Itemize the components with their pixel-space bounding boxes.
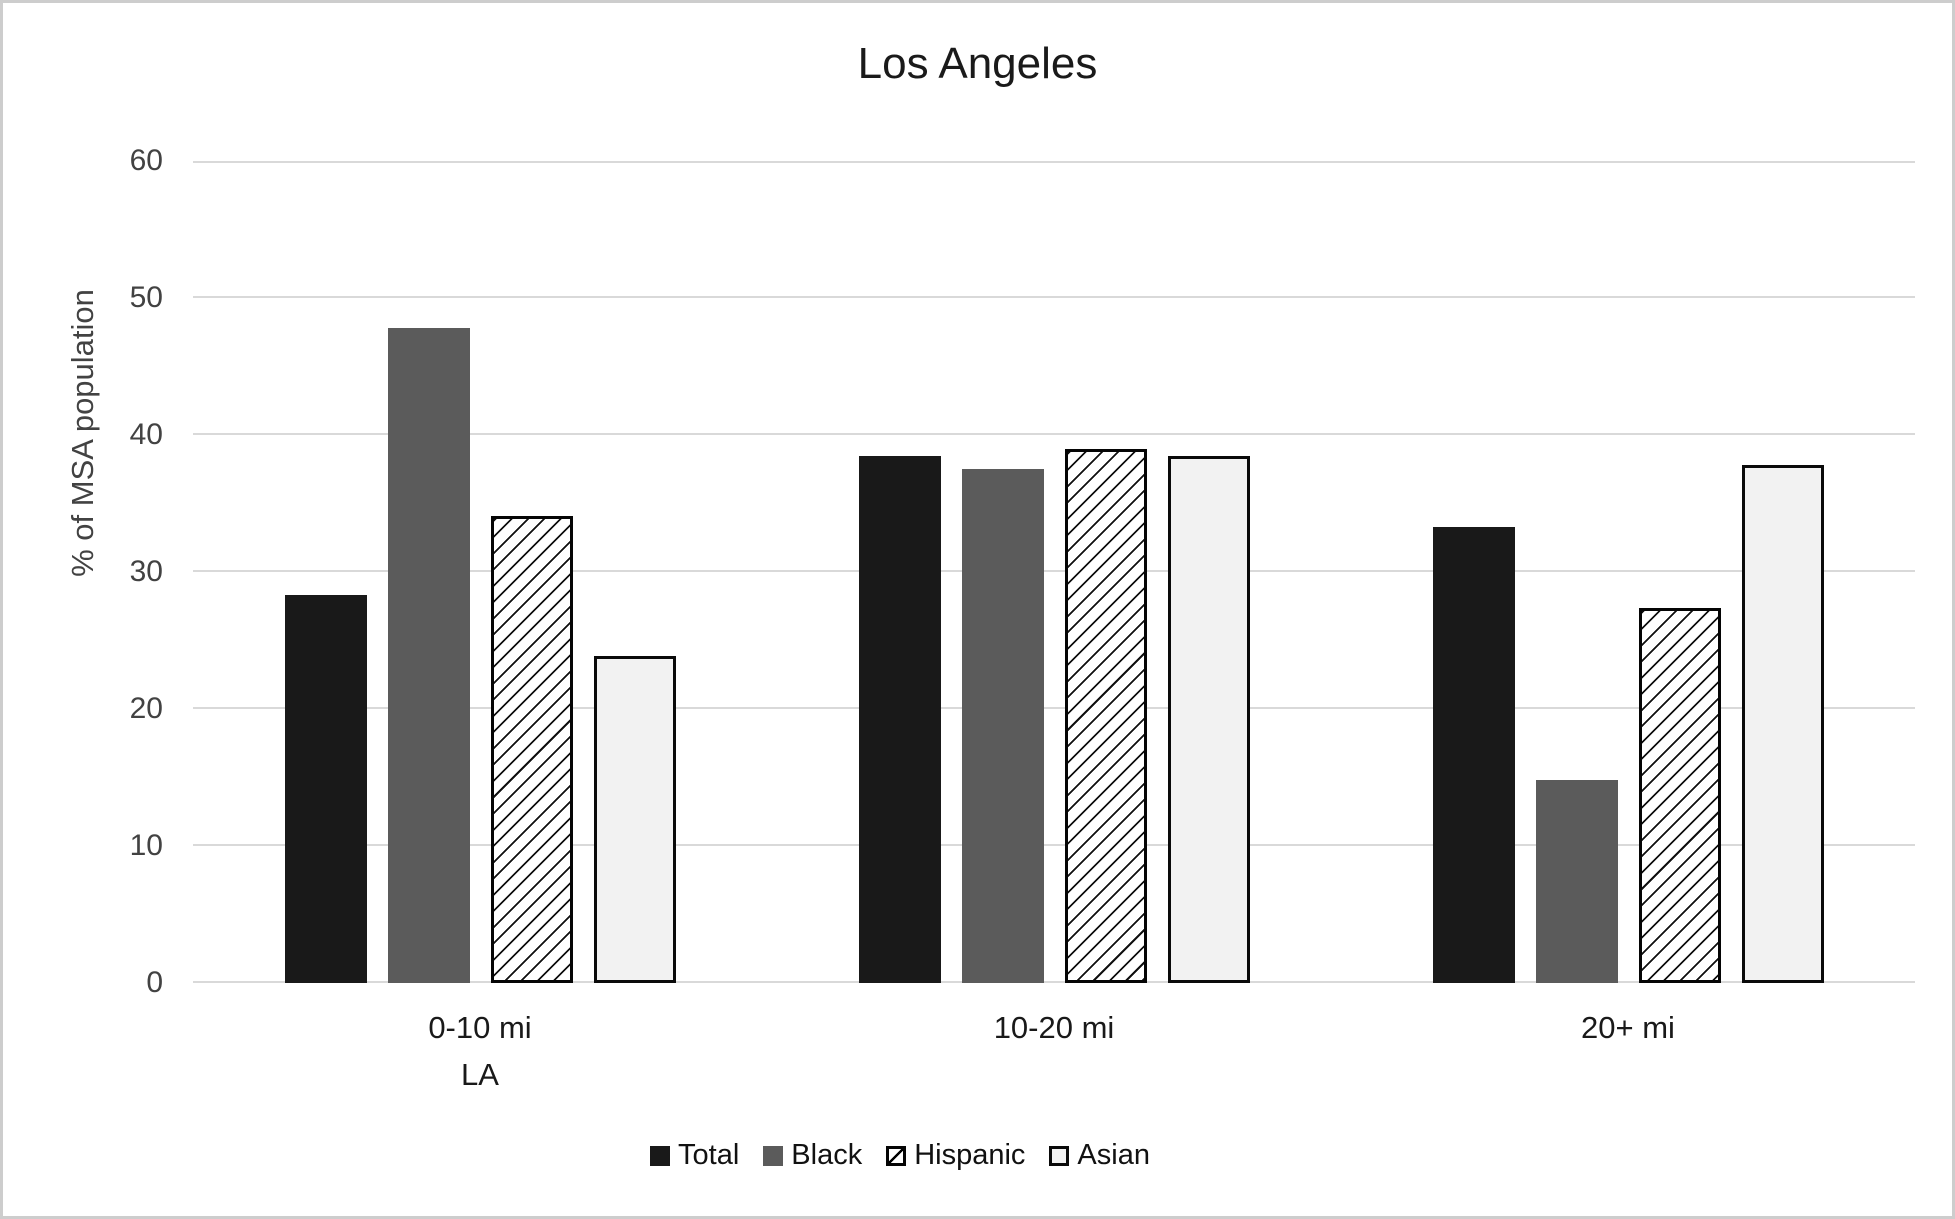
legend-item-total: Total — [650, 1139, 739, 1172]
bar-total-0-10-mi — [284, 595, 367, 983]
legend-item-hispanic: Hispanic — [886, 1139, 1025, 1172]
x-axis-labels: 0-10 mi LA 10-20 mi 20+ mi — [193, 1010, 1915, 1093]
legend-swatch-asian-icon — [1049, 1145, 1070, 1166]
y-axis-tick-labels: 0 10 20 30 40 50 60 — [43, 145, 163, 999]
bar-hispanic-0-10-mi — [490, 515, 573, 983]
legend-swatch-black-icon — [763, 1145, 784, 1166]
y-tick-label-50: 50 — [129, 281, 163, 314]
legend-label-hispanic: Hispanic — [914, 1139, 1026, 1171]
bar-group-10-20-mi — [767, 161, 1341, 983]
y-tick-label-10: 10 — [129, 829, 163, 862]
legend-swatch-hispanic-icon — [886, 1145, 907, 1166]
y-tick-label-40: 40 — [129, 418, 163, 451]
y-tick-label-60: 60 — [129, 144, 163, 177]
y-tick-label-0: 0 — [146, 966, 163, 999]
bar-black-20-mi — [1535, 780, 1618, 983]
gridline-30 — [193, 570, 1915, 572]
y-tick-label-30: 30 — [129, 555, 163, 588]
x-label-10-20-mi: 10-20 mi — [767, 1010, 1341, 1092]
gridline-60 — [193, 161, 1915, 163]
gridline-0 — [193, 981, 1915, 983]
x-label-0-10-mi: 0-10 mi LA — [193, 1010, 767, 1093]
bar-asian-0-10-mi — [593, 655, 676, 983]
legend-label-asian: Asian — [1077, 1139, 1150, 1171]
bar-total-10-20-mi — [858, 455, 941, 983]
gridline-10 — [193, 844, 1915, 846]
legend-swatch-total-icon — [650, 1145, 671, 1166]
bar-black-10-20-mi — [961, 469, 1044, 983]
legend-label-black: Black — [791, 1139, 863, 1171]
legend-label-total: Total — [678, 1139, 740, 1171]
gridline-50 — [193, 296, 1915, 298]
x-label-20-mi: 20+ mi — [1341, 1010, 1915, 1092]
bar-asian-20-mi — [1741, 465, 1824, 983]
x-label-text: 10-20 mi — [993, 1010, 1115, 1045]
bar-hispanic-20-mi — [1638, 607, 1721, 983]
gridline-20 — [193, 707, 1915, 709]
bar-group-0-10-mi — [193, 161, 767, 983]
x-label-text: 20+ mi — [1581, 1010, 1675, 1045]
bar-black-0-10-mi — [387, 328, 470, 983]
bar-group-20-mi — [1341, 161, 1915, 983]
bar-hispanic-10-20-mi — [1064, 448, 1147, 983]
bar-asian-10-20-mi — [1167, 455, 1250, 983]
x-sublabel-la: LA — [461, 1057, 499, 1093]
legend-item-asian: Asian — [1049, 1139, 1150, 1172]
legend: Total Black Hispanic Asian — [3, 1139, 1797, 1172]
gridline-40 — [193, 433, 1915, 435]
bar-total-20-mi — [1432, 526, 1515, 983]
legend-item-black: Black — [763, 1139, 862, 1172]
chart-title: Los Angeles — [857, 39, 1098, 88]
plot-area — [193, 161, 1915, 983]
y-tick-label-20: 20 — [129, 692, 163, 725]
x-label-text: 0-10 mi — [428, 1010, 532, 1045]
